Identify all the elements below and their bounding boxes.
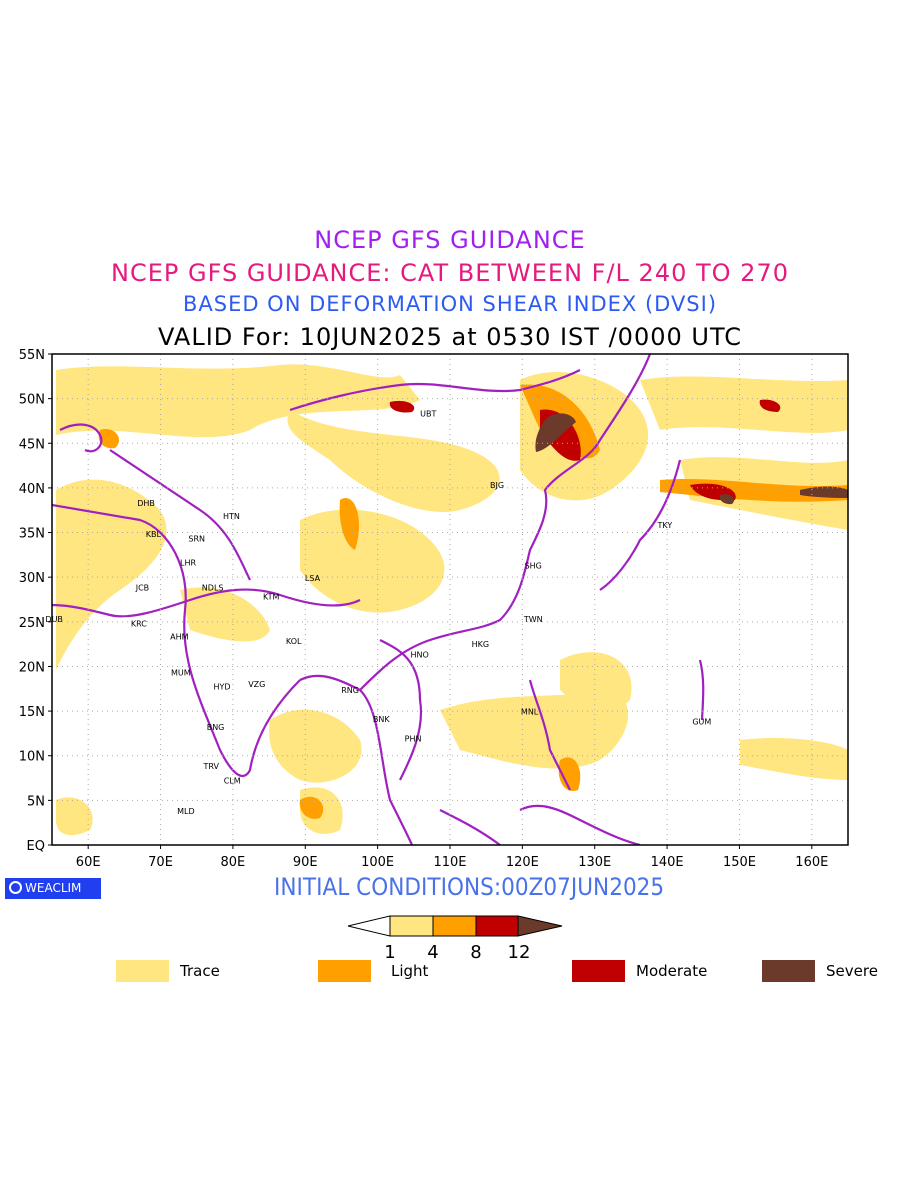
city-label-phn: PHN [405, 734, 422, 743]
turbulence-map: 55N 50N 45N 40N 35N 30N 25N 20N 15N 10N 5N EQ 60E 70… [19, 348, 849, 870]
colorbar: 1 4 8 12 [347, 915, 563, 962]
colorbar-low-arrow [347, 915, 391, 937]
city-label-lhr: LHR [180, 559, 196, 568]
legend-swatch-light [318, 960, 371, 982]
colorbar-seg-light [432, 915, 477, 937]
lon-label: 150E [723, 855, 756, 870]
colorbar-label-12: 12 [508, 942, 531, 962]
lat-label: 45N [19, 437, 45, 452]
title-valid-time: VALID For: 10JUN2025 at 0530 IST /0000 U… [158, 323, 742, 351]
legend-label-moderate: Moderate [636, 962, 708, 980]
colorbar-seg-trace [389, 915, 434, 937]
city-label-vzg: VZG [248, 680, 265, 689]
legend-label-severe: Severe [826, 962, 878, 980]
city-label-mnl: MNL [521, 708, 539, 717]
legend-swatch-severe [762, 960, 815, 982]
city-label-shg: SHG [525, 561, 542, 570]
colorbar-label-4: 4 [427, 942, 438, 962]
city-label-ubt: UBT [420, 409, 436, 418]
axis-ticks [48, 353, 813, 849]
weaclim-logo: WEACLIM [5, 878, 101, 899]
lat-label: EQ [27, 839, 45, 854]
longitude-labels: 60E 70E 80E 90E 100E 110E 120E 130E 140E 150E 160E [76, 855, 829, 870]
legend-label-trace: Trace [180, 962, 220, 980]
city-label-hkg: HKG [472, 640, 489, 649]
lon-label: 70E [148, 855, 173, 870]
city-label-hno: HNO [410, 651, 428, 660]
lat-label: 20N [19, 660, 45, 675]
lat-label: 55N [19, 348, 45, 363]
lon-label: 140E [651, 855, 684, 870]
lat-label: 50N [19, 393, 45, 408]
lon-label: 130E [578, 855, 611, 870]
city-label-dhb: DHB [137, 499, 155, 508]
title-product: NCEP GFS GUIDANCE: CAT BETWEEN F/L 240 T… [111, 259, 789, 287]
lon-label: 110E [433, 855, 466, 870]
lat-label: 5N [27, 794, 45, 809]
lon-label: 80E [221, 855, 246, 870]
city-label-gum: GUM [692, 717, 711, 726]
graticule [52, 354, 848, 845]
lon-label: 160E [795, 855, 828, 870]
city-label-trv: TRV [202, 762, 219, 771]
lat-label: 25N [19, 616, 45, 631]
lon-label: 120E [506, 855, 539, 870]
city-label-hyd: HYD [214, 683, 231, 692]
lat-label: 10N [19, 750, 45, 765]
city-label-bnk: BNK [373, 715, 390, 724]
city-label-kol: KOL [286, 637, 302, 646]
city-label-ndls: NDLS [202, 584, 224, 593]
colorbar-label-1: 1 [384, 942, 395, 962]
lon-label: 90E [293, 855, 318, 870]
city-label-rng: RNG [341, 686, 359, 695]
title-main: NCEP GFS GUIDANCE [314, 226, 586, 254]
colorbar-high-arrow [517, 915, 563, 937]
latitude-labels: 55N 50N 45N 40N 35N 30N 25N 20N 15N 10N 5N EQ [19, 348, 45, 854]
city-label-srn: SRN [188, 534, 205, 543]
lat-label: 15N [19, 705, 45, 720]
legend-label-light: Light [391, 962, 429, 980]
cat-shading-layer [56, 364, 848, 836]
city-label-lsa: LSA [305, 574, 321, 583]
country-borders [52, 354, 705, 845]
copyright-icon [9, 881, 22, 894]
colorbar-seg-moderate [475, 915, 519, 937]
legend-swatch-moderate [572, 960, 625, 982]
city-label-mld: MLD [177, 807, 195, 816]
city-label-clm: CLM [224, 776, 241, 785]
city-label-jcb: JCB [135, 584, 149, 593]
lat-label: 35N [19, 527, 45, 542]
title-method: BASED ON DEFORMATION SHEAR INDEX (DVSI) [182, 292, 718, 316]
city-label-bjg: BJG [490, 481, 504, 490]
city-label-twn: TWN [523, 615, 543, 624]
city-label-mum: MUM [171, 668, 191, 677]
lon-label: 100E [361, 855, 394, 870]
city-label-tky: TKY [657, 521, 673, 530]
city-label-ktm: KTM [263, 593, 280, 602]
lat-label: 30N [19, 571, 45, 586]
lat-label: 40N [19, 482, 45, 497]
city-labels: UBT BJG DHB HTN KBL SRN LHR TKY SHG LSA JCB NDLS KTM… [45, 409, 711, 815]
city-label-ahm: AHM [170, 633, 188, 642]
legend-swatch-trace [116, 960, 169, 982]
city-label-dub: DUB [45, 615, 63, 624]
city-label-htn: HTN [223, 512, 240, 521]
city-label-bng: BNG [207, 723, 225, 732]
city-label-kbl: KBL [146, 530, 162, 539]
initial-conditions: INITIAL CONDITIONS:00Z07JUN2025 [274, 873, 665, 901]
colorbar-label-8: 8 [470, 942, 481, 962]
lon-label: 60E [76, 855, 101, 870]
city-label-krc: KRC [131, 619, 147, 628]
